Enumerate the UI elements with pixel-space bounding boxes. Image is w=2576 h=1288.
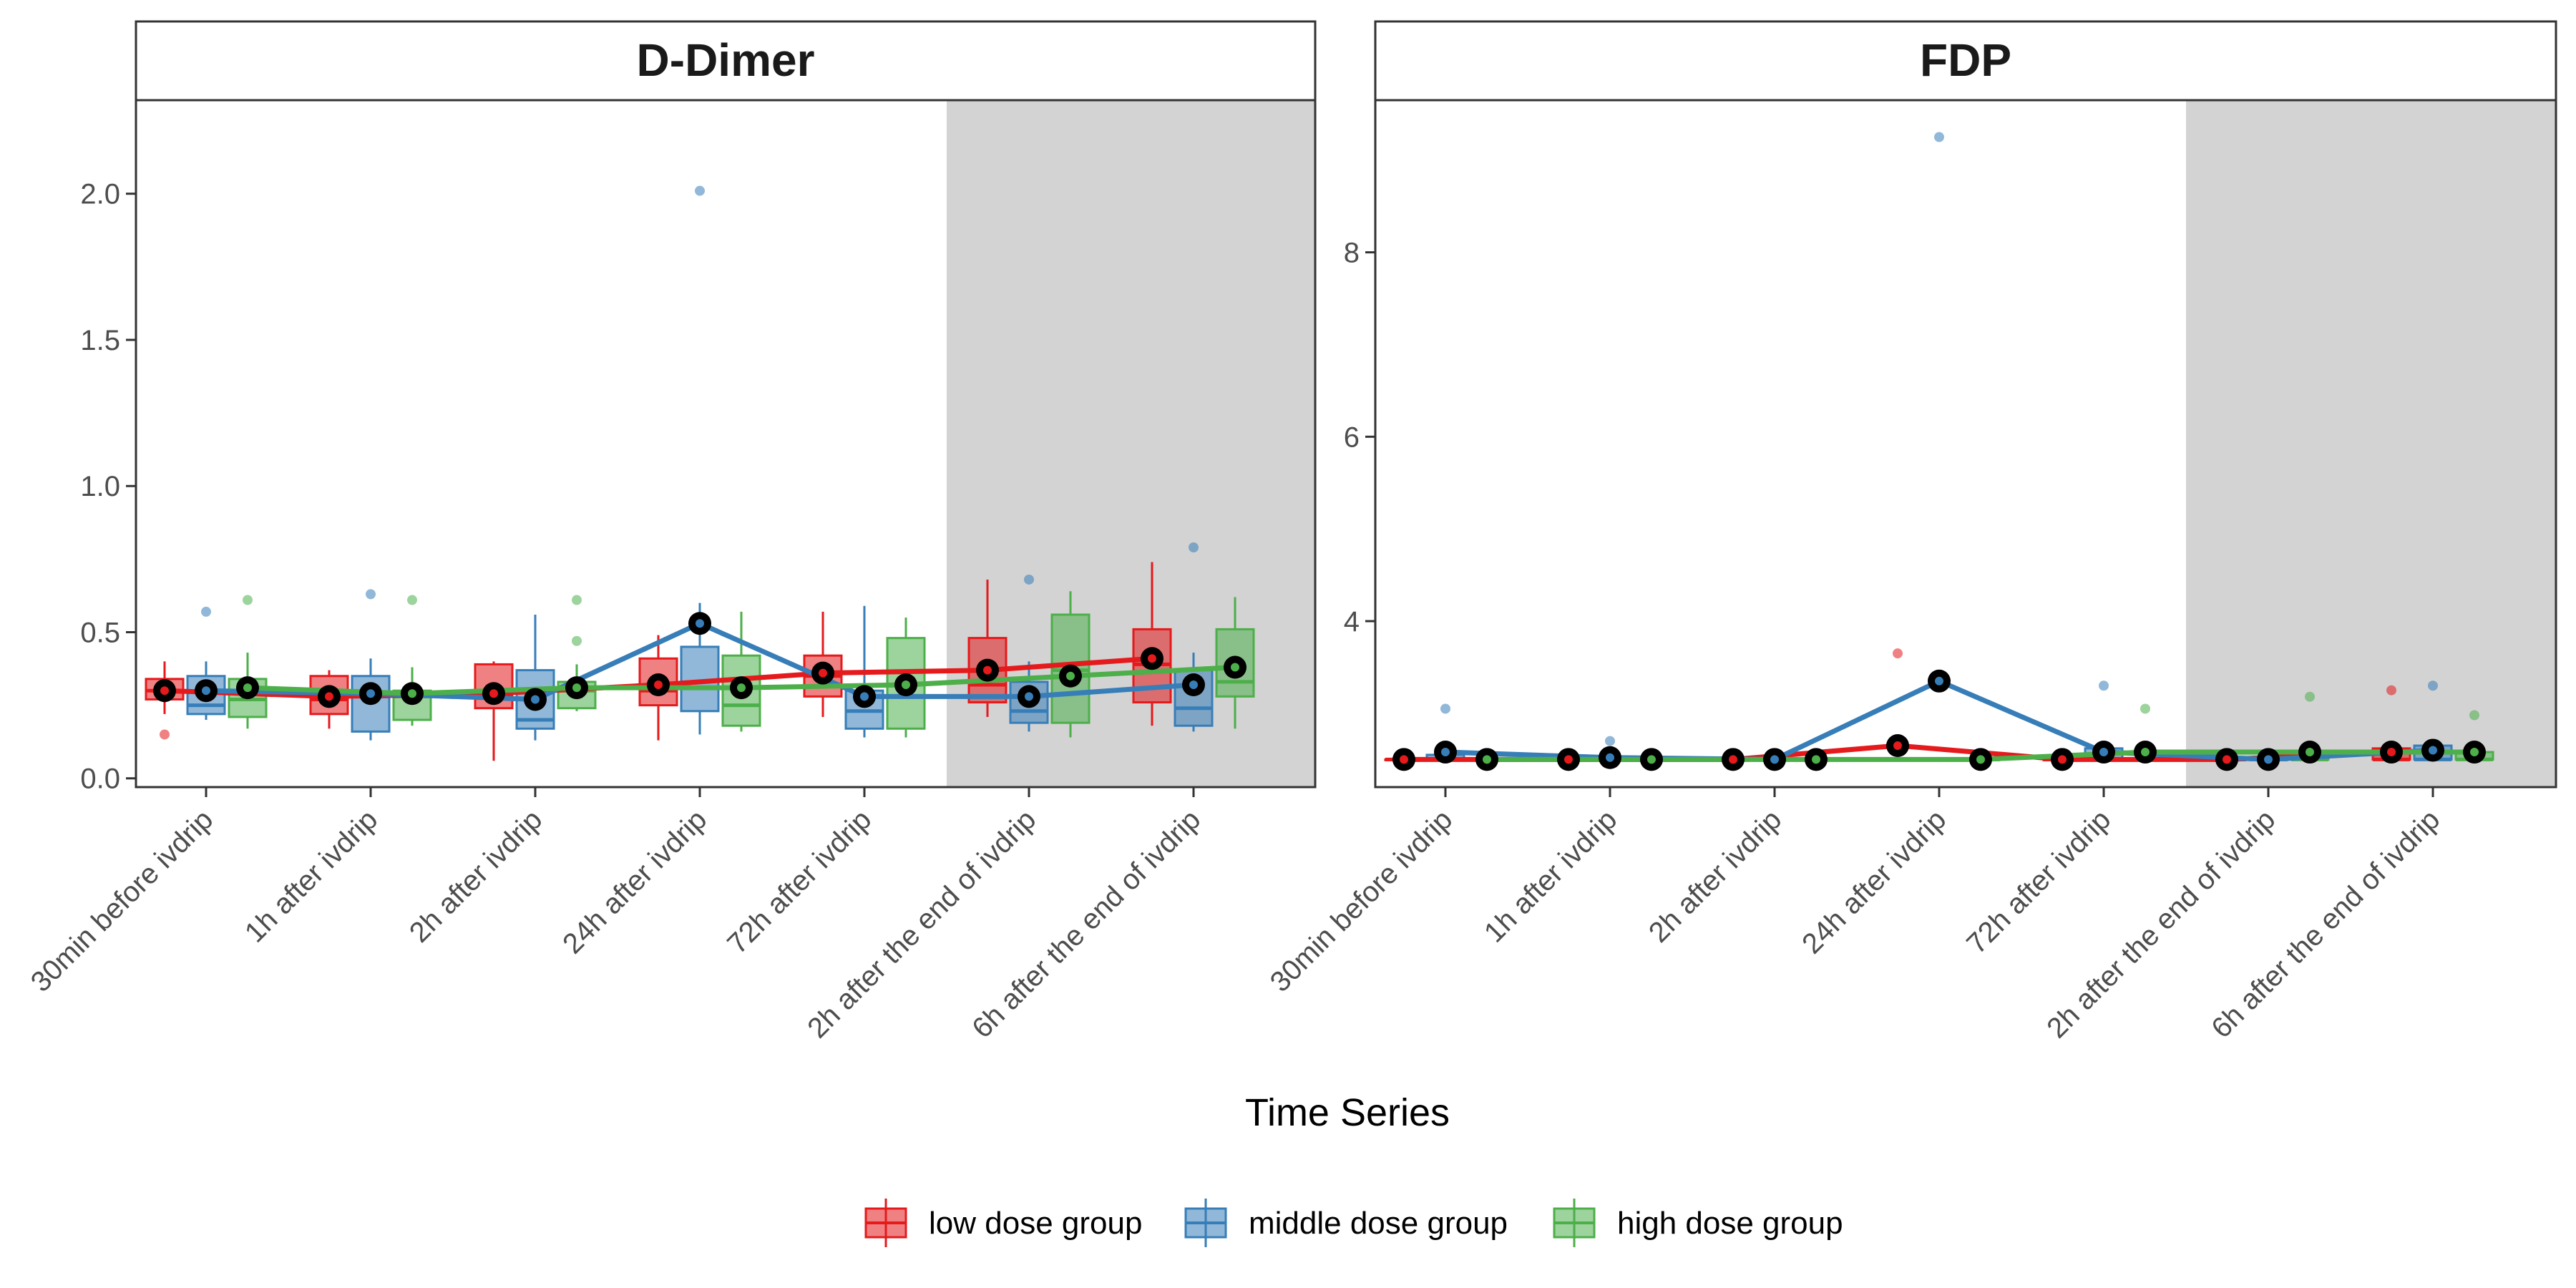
mean-marker-center: [2141, 748, 2150, 757]
outlier-point: [2469, 710, 2479, 721]
mean-marker-center: [1729, 755, 1737, 764]
mean-marker-center: [366, 689, 375, 698]
legend-key: [1184, 1199, 1227, 1247]
mean-marker-center: [696, 619, 704, 628]
panel-border: [135, 99, 1317, 789]
mean-marker-center: [2387, 748, 2396, 757]
outlier-point: [572, 595, 582, 605]
mean-marker-center: [2058, 755, 2067, 764]
legend-label: high dose group: [1617, 1206, 1843, 1241]
legend-label: low dose group: [929, 1206, 1142, 1241]
y-tick-label: 0.5: [80, 617, 120, 648]
mean-marker-center: [1893, 741, 1902, 751]
mean-marker-center: [1770, 755, 1779, 764]
outlier-point: [243, 595, 253, 605]
outlier-point: [2140, 703, 2150, 714]
outlier-point: [407, 595, 417, 605]
mean-marker-center: [1231, 663, 1239, 672]
outlier-point: [366, 589, 376, 600]
mean-marker-center: [2429, 746, 2437, 755]
legend-label: middle dose group: [1249, 1206, 1508, 1241]
mean-marker-center: [325, 692, 333, 701]
outlier-point: [160, 729, 170, 740]
y-tick-label: 4: [1344, 606, 1360, 638]
outlier-point: [1605, 736, 1615, 746]
mean-marker-center: [1025, 692, 1033, 701]
mean-marker-center: [1189, 680, 1198, 690]
mean-marker-center: [2099, 748, 2108, 757]
x-axis-title: Time Series: [1245, 1091, 1450, 1134]
outlier-point: [572, 635, 582, 646]
mean-marker-center: [1066, 671, 1075, 680]
mean-marker-center: [1148, 654, 1156, 663]
mean-marker-center: [737, 683, 746, 693]
mean-marker-center: [1441, 748, 1450, 757]
facet-title: D-Dimer: [637, 34, 815, 86]
mean-marker-center: [1935, 676, 1943, 686]
outlier-point: [1934, 132, 1944, 142]
shaded-region: [2186, 100, 2556, 787]
mean-marker-center: [1606, 753, 1614, 762]
legend-key: [864, 1199, 907, 1247]
outlier-point: [1893, 648, 1903, 659]
y-tick-label: 0.0: [80, 763, 120, 795]
legend-key: [1553, 1199, 1596, 1247]
mean-marker-center: [819, 668, 827, 678]
y-tick-label: 6: [1344, 421, 1360, 453]
y-tick-label: 2.0: [80, 179, 120, 210]
mean-marker-center: [2223, 755, 2231, 764]
mean-marker-center: [160, 686, 169, 696]
mean-marker-center: [860, 692, 869, 701]
outlier-point: [1440, 703, 1450, 714]
mean-marker-center: [2306, 748, 2314, 757]
mean-marker-center: [202, 686, 210, 696]
outlier-point: [2099, 680, 2109, 691]
panel-border: [1374, 99, 2557, 789]
mean-marker-center: [1976, 755, 1985, 764]
mean-marker-center: [1647, 755, 1656, 764]
mean-marker-center: [902, 680, 910, 690]
outlier-point: [2428, 680, 2438, 691]
facet-strip: [135, 20, 1317, 102]
y-tick-label: 1.0: [80, 471, 120, 502]
legend: low dose group middle dose group high dose…: [864, 1199, 1843, 1247]
outlier-point: [1189, 542, 1199, 553]
outlier-point: [2386, 685, 2396, 696]
mean-marker-center: [1400, 755, 1408, 764]
mean-marker-center: [2470, 748, 2479, 757]
mean-marker-center: [243, 683, 252, 693]
mean-marker-center: [408, 689, 416, 698]
y-tick-label: 1.5: [80, 325, 120, 356]
y-tick-label: 8: [1344, 238, 1360, 269]
outlier-point: [1024, 574, 1034, 585]
mean-marker-center: [2264, 755, 2273, 764]
mean-marker-center: [531, 695, 540, 704]
mean-marker-center: [1812, 755, 1820, 764]
mean-marker-center: [1564, 755, 1573, 764]
mean-marker-center: [654, 680, 663, 690]
mean-marker-center: [1483, 755, 1491, 764]
outlier-point: [2305, 691, 2315, 702]
mean-marker-center: [572, 683, 581, 693]
outlier-point: [201, 606, 211, 617]
mean-marker-center: [489, 689, 498, 698]
outlier-point: [695, 185, 705, 196]
facet-title: FDP: [1920, 34, 2011, 86]
mean-marker-center: [983, 665, 992, 675]
